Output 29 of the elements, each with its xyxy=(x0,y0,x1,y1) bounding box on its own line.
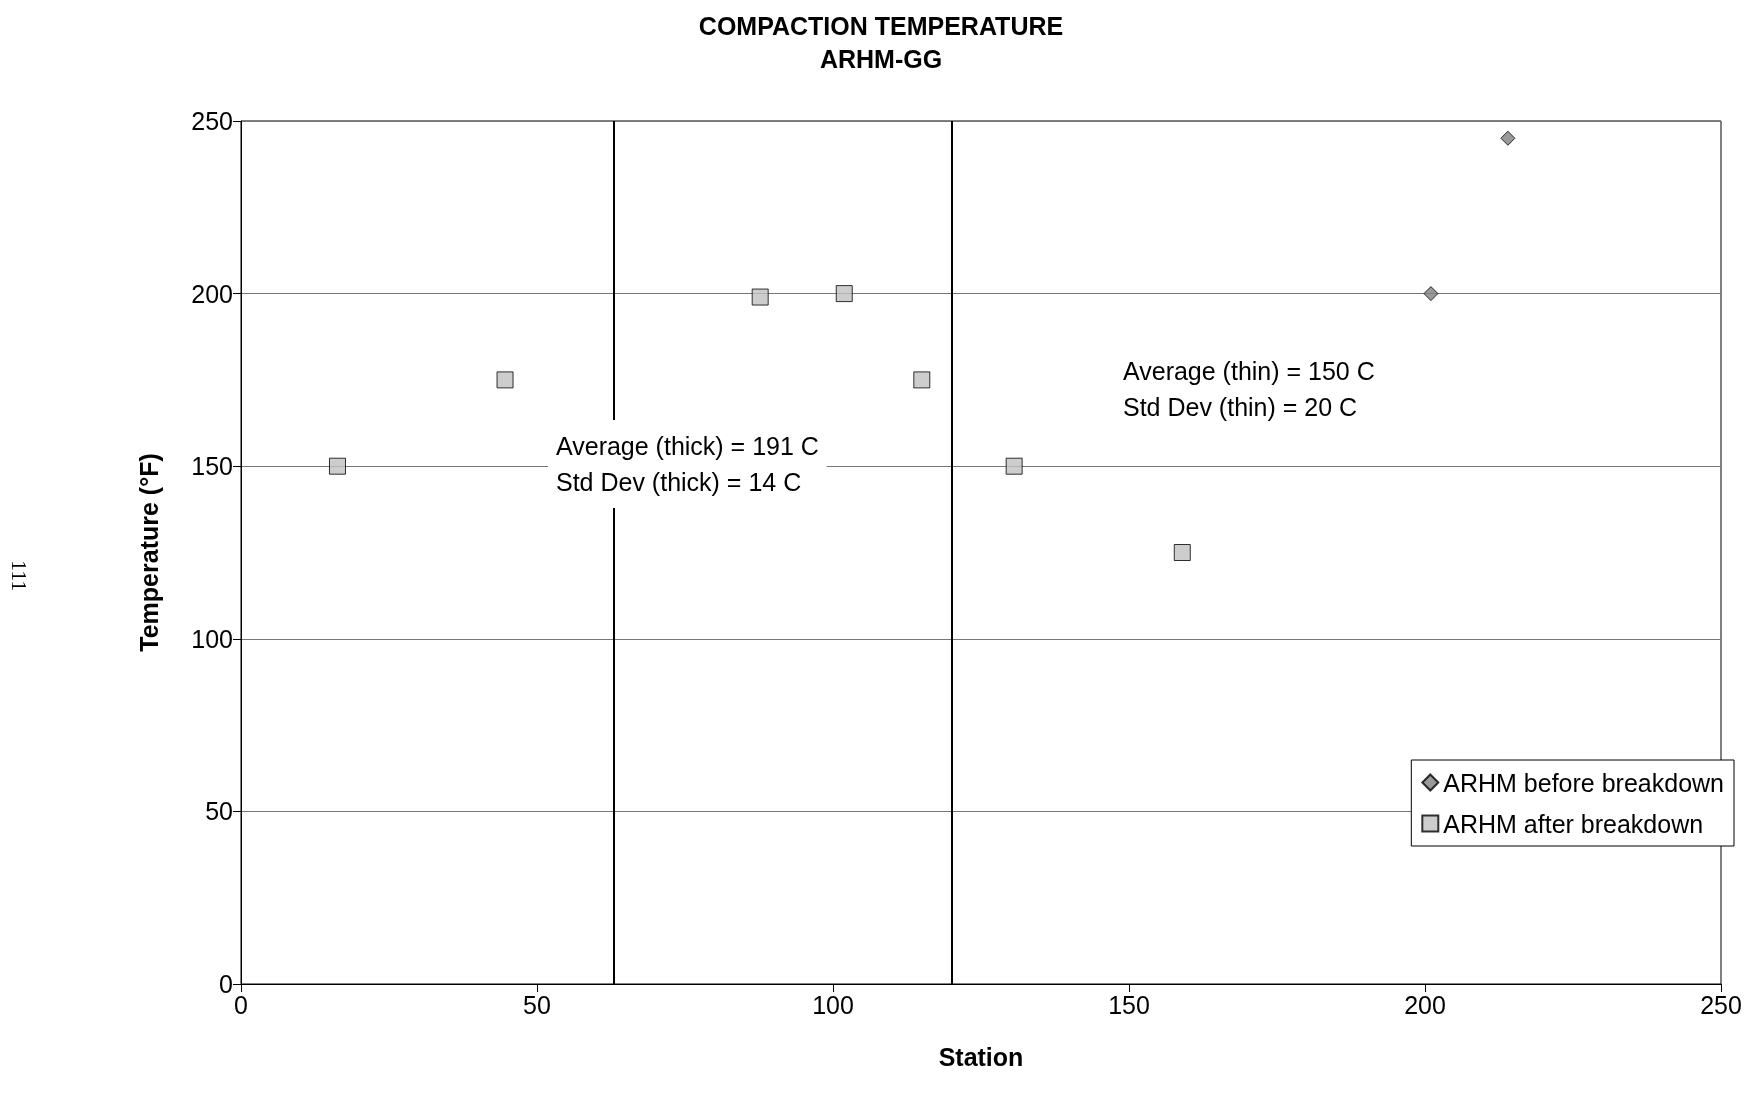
legend-label: ARHM before breakdown xyxy=(1443,768,1725,797)
point xyxy=(913,371,931,389)
x-tick-label: 150 xyxy=(1108,990,1150,1019)
y-axis-title: Temperature (°F) xyxy=(134,453,163,652)
y-tick-label: 100 xyxy=(191,624,233,653)
y-tick-label: 0 xyxy=(219,970,233,998)
point xyxy=(1500,130,1516,146)
point xyxy=(1173,544,1191,561)
point xyxy=(329,457,346,475)
text: 111 xyxy=(6,560,32,592)
y-tick-label: 50 xyxy=(205,797,233,826)
point xyxy=(1005,457,1023,475)
point xyxy=(835,285,853,303)
x-tick-label: 200 xyxy=(1404,990,1446,1019)
legend-label: ARHM after breakdown xyxy=(1443,809,1704,838)
y-tick-label: 200 xyxy=(191,279,233,308)
point xyxy=(751,288,769,306)
x-tick-label: 250 xyxy=(1700,990,1742,1019)
annotation: Average (thick) = 191 C Std Dev (thick) = 14 C xyxy=(556,432,819,496)
annotation: Average (thin) = 150 C Std Dev (thin) = 20 C xyxy=(1123,357,1375,421)
point xyxy=(1423,286,1439,302)
chart-title: COMPACTION TEMPERATURE xyxy=(698,11,1064,40)
chart-subtitle: ARHM-GG xyxy=(819,44,943,73)
x-tick-label: 50 xyxy=(523,990,551,1019)
point xyxy=(496,371,514,389)
x-tick-label: 100 xyxy=(812,990,854,1019)
x-axis-title: Station xyxy=(938,1042,1024,1071)
y-tick-label: 150 xyxy=(191,452,233,481)
y-tick-label: 250 xyxy=(191,107,233,135)
